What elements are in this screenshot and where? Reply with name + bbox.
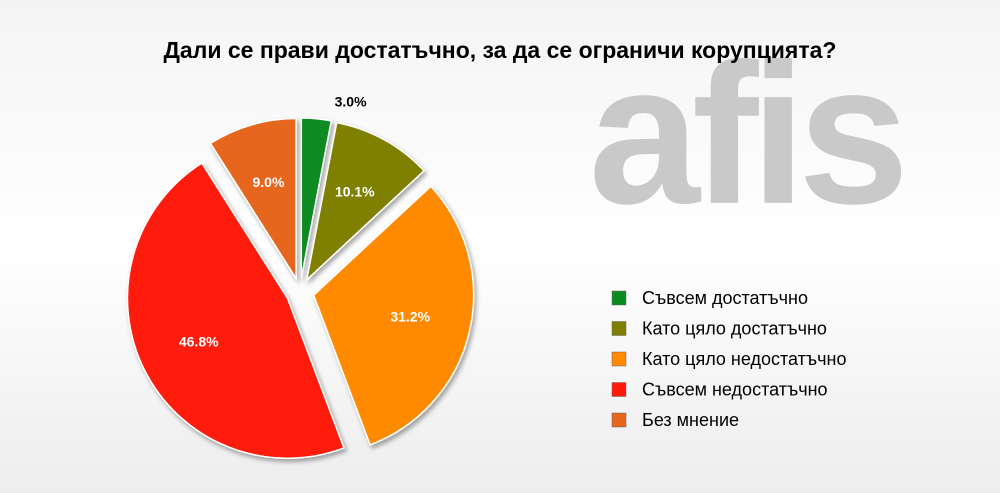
legend-label: Като цяло достатъчно xyxy=(642,318,827,338)
legend: Съвсем достатъчно Като цяло достатъчно Кат… xyxy=(611,288,846,430)
data-label: 10.1% xyxy=(335,184,375,200)
data-label: 9.0% xyxy=(252,174,284,190)
legend-swatch xyxy=(611,412,627,428)
legend-swatch xyxy=(611,351,627,367)
data-label: 46.8% xyxy=(179,333,219,349)
chart-title: Дали се прави достатъчно, за да се огран… xyxy=(164,37,837,63)
watermark: afis xyxy=(589,23,902,246)
legend-label: Съвсем недостатъчно xyxy=(642,379,828,399)
legend-label: Като цяло недостатъчно xyxy=(642,349,846,369)
legend-swatch xyxy=(611,290,627,306)
data-label: 31.2% xyxy=(390,309,430,325)
legend-swatch xyxy=(611,321,627,336)
pie-slice xyxy=(300,117,333,279)
pie-slice xyxy=(126,162,345,459)
pie-slice xyxy=(209,117,297,282)
pie-slice xyxy=(305,121,426,282)
pie-slice xyxy=(312,185,475,446)
legend-label: Съвсем достатъчно xyxy=(642,288,808,308)
data-label: 3.0% xyxy=(335,94,367,110)
pie: 3.0% 10.1% 31.2% 46.8% 9.0% xyxy=(126,94,475,459)
legend-label: Без мнение xyxy=(642,410,739,430)
legend-swatch xyxy=(611,382,627,397)
